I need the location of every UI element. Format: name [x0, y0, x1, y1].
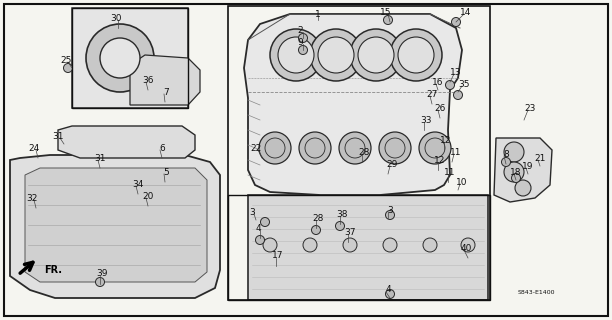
Circle shape [398, 37, 434, 73]
Polygon shape [248, 195, 488, 300]
Text: S843-E1400: S843-E1400 [517, 290, 554, 294]
Text: 14: 14 [460, 7, 472, 17]
Bar [72, 8, 188, 108]
Text: 22: 22 [250, 143, 261, 153]
Text: 31: 31 [94, 154, 106, 163]
Text: 1: 1 [315, 10, 321, 19]
Text: 20: 20 [143, 191, 154, 201]
Text: 8: 8 [503, 149, 509, 158]
Circle shape [515, 180, 531, 196]
Circle shape [312, 226, 321, 235]
Circle shape [318, 37, 354, 73]
Text: 12: 12 [440, 135, 452, 145]
Text: 30: 30 [110, 13, 122, 22]
Text: 10: 10 [457, 178, 468, 187]
Circle shape [64, 63, 72, 73]
Polygon shape [10, 155, 220, 298]
Circle shape [259, 132, 291, 164]
Circle shape [86, 24, 154, 92]
Text: 11: 11 [444, 167, 456, 177]
Circle shape [278, 37, 314, 73]
Circle shape [299, 45, 307, 54]
Circle shape [446, 81, 455, 90]
Text: 37: 37 [344, 228, 356, 236]
Text: 34: 34 [132, 180, 144, 188]
Text: 25: 25 [61, 55, 72, 65]
Circle shape [100, 38, 140, 78]
Text: 6: 6 [159, 143, 165, 153]
Circle shape [299, 132, 331, 164]
Circle shape [358, 37, 394, 73]
Text: 32: 32 [26, 194, 38, 203]
Text: 36: 36 [142, 76, 154, 84]
Circle shape [350, 29, 402, 81]
Text: 17: 17 [272, 252, 284, 260]
Circle shape [504, 142, 524, 162]
Text: 39: 39 [96, 269, 108, 278]
Circle shape [339, 132, 371, 164]
Circle shape [95, 277, 105, 286]
Circle shape [299, 34, 307, 43]
Text: FR.: FR. [44, 265, 62, 275]
Text: 21: 21 [534, 154, 546, 163]
Circle shape [310, 29, 362, 81]
Text: 4: 4 [385, 285, 391, 294]
Circle shape [261, 218, 269, 227]
Text: 40: 40 [460, 244, 472, 252]
Circle shape [423, 238, 437, 252]
Polygon shape [58, 126, 195, 158]
Text: 23: 23 [524, 103, 536, 113]
Text: 2: 2 [297, 26, 303, 35]
Circle shape [384, 15, 392, 25]
Text: 12: 12 [435, 156, 446, 164]
Text: 5: 5 [163, 167, 169, 177]
Circle shape [419, 132, 451, 164]
Text: 18: 18 [510, 167, 522, 177]
Text: 29: 29 [386, 159, 398, 169]
Text: 38: 38 [336, 210, 348, 219]
Text: 27: 27 [427, 90, 438, 99]
Polygon shape [130, 55, 200, 105]
Text: 3: 3 [249, 207, 255, 217]
Circle shape [386, 211, 395, 220]
Circle shape [343, 238, 357, 252]
Polygon shape [244, 14, 462, 195]
Text: 13: 13 [450, 68, 461, 76]
Circle shape [504, 162, 524, 182]
Circle shape [461, 238, 475, 252]
Polygon shape [25, 168, 207, 282]
Circle shape [512, 173, 520, 182]
Polygon shape [494, 138, 552, 202]
Circle shape [335, 221, 345, 230]
Circle shape [270, 29, 322, 81]
Text: 28: 28 [312, 213, 324, 222]
Text: 26: 26 [435, 103, 446, 113]
Text: 11: 11 [450, 148, 461, 156]
Circle shape [303, 238, 317, 252]
Circle shape [390, 29, 442, 81]
Text: 9: 9 [297, 37, 303, 46]
Text: 7: 7 [163, 87, 169, 97]
Bar [228, 6, 490, 300]
Circle shape [501, 157, 510, 166]
Polygon shape [72, 8, 188, 108]
Text: 16: 16 [432, 77, 444, 86]
Circle shape [263, 238, 277, 252]
Text: 24: 24 [28, 143, 40, 153]
Text: 31: 31 [52, 132, 64, 140]
Circle shape [452, 18, 460, 27]
Text: 3: 3 [387, 205, 393, 214]
Circle shape [255, 236, 264, 244]
Circle shape [383, 238, 397, 252]
Text: 15: 15 [380, 7, 392, 17]
Text: 35: 35 [458, 79, 470, 89]
Circle shape [453, 91, 463, 100]
Text: 33: 33 [420, 116, 431, 124]
Text: 4: 4 [255, 223, 261, 233]
Text: 28: 28 [358, 148, 370, 156]
Circle shape [379, 132, 411, 164]
Bar [228, 195, 490, 300]
Text: 19: 19 [522, 162, 534, 171]
Circle shape [386, 290, 395, 299]
